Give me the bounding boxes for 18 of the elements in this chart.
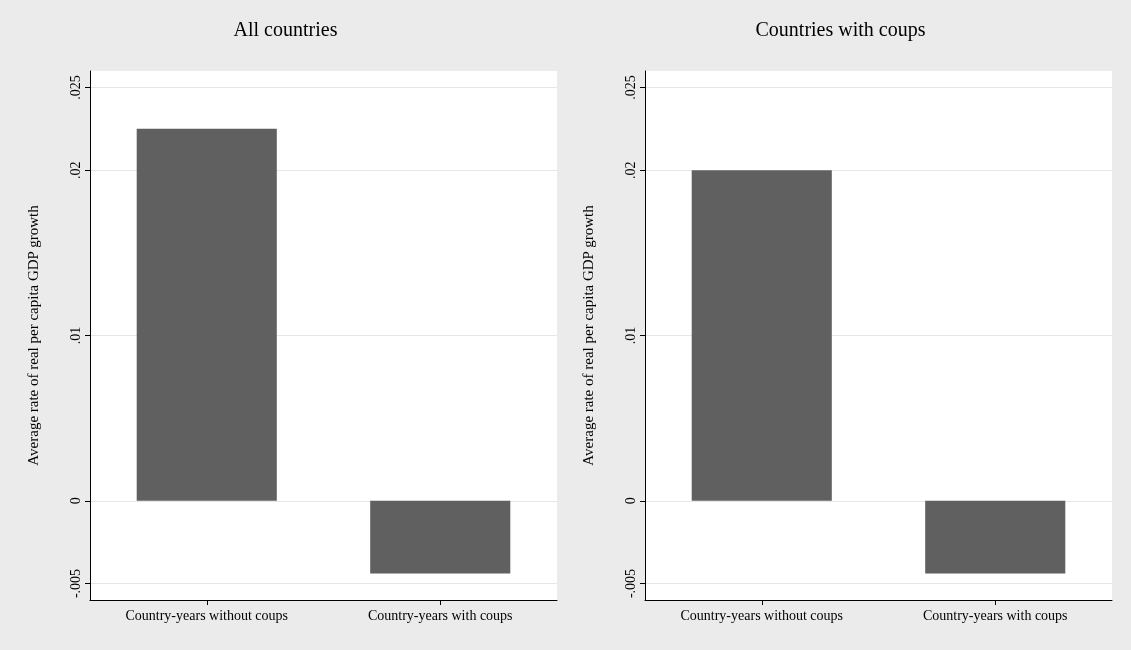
y-axis-title: Average rate of real per capita GDP growth	[24, 204, 41, 466]
chart-title: Countries with coups	[755, 18, 926, 41]
y-axis-title: Average rate of real per capita GDP growth	[579, 204, 596, 466]
y-tick-label: .01	[622, 326, 638, 345]
y-tick-label: .02	[67, 161, 83, 179]
y-tick-label: -.005	[622, 568, 638, 599]
y-tick-label: .025	[67, 75, 83, 100]
x-tick-label: Country-years with coups	[922, 607, 1068, 623]
y-tick-label: .02	[622, 161, 638, 179]
y-tick-label: -.005	[67, 568, 83, 599]
y-tick-label: 0	[622, 497, 638, 505]
y-tick-label: 0	[67, 497, 83, 505]
y-tick-label: .01	[67, 326, 83, 345]
chart-title: All countries	[233, 18, 338, 40]
x-tick-label: Country-years without coups	[680, 607, 844, 623]
x-tick-label: Country-years without coups	[125, 607, 289, 623]
y-tick-label: .025	[622, 75, 638, 100]
x-tick-label: Country-years with coups	[367, 607, 513, 623]
